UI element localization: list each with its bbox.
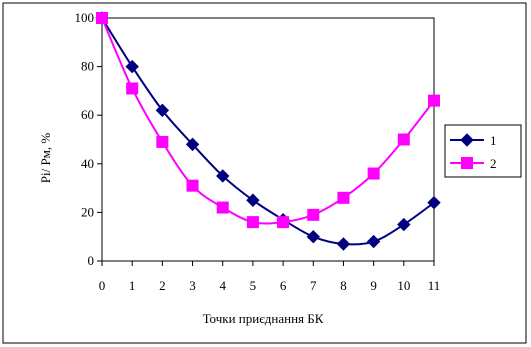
data-point xyxy=(336,237,351,251)
legend-box xyxy=(444,124,522,178)
x-tick-label: 5 xyxy=(250,278,257,293)
x-tick-label: 11 xyxy=(428,278,441,293)
data-point xyxy=(185,137,200,152)
data-point xyxy=(367,167,380,180)
legend-item-1: 1 xyxy=(450,133,497,148)
y-tick-label: 20 xyxy=(81,204,94,219)
legend-marker xyxy=(460,133,474,147)
data-point xyxy=(366,234,381,249)
data-point xyxy=(428,94,440,107)
legend-item-2: 2 xyxy=(450,156,497,171)
y-tick-label: 40 xyxy=(81,156,94,171)
data-point xyxy=(156,135,169,148)
y-axis-title: Pi/ Pм, % xyxy=(38,133,53,184)
y-tick-label: 60 xyxy=(81,107,94,122)
data-point xyxy=(216,201,229,214)
x-tick-label: 2 xyxy=(159,278,166,293)
series-group xyxy=(95,11,441,251)
data-point xyxy=(306,229,320,244)
x-tick-label: 0 xyxy=(99,278,106,293)
data-point xyxy=(427,195,441,210)
data-point xyxy=(126,82,139,95)
legend-marker xyxy=(461,157,473,169)
x-tick-label: 6 xyxy=(280,278,287,293)
data-point xyxy=(397,217,411,232)
plot-area xyxy=(101,17,435,262)
data-point xyxy=(246,216,259,229)
x-tick-label: 7 xyxy=(310,278,317,293)
x-tick-label: 8 xyxy=(340,278,347,293)
x-axis-title: Точки приєднання БК xyxy=(203,311,324,326)
x-tick-label: 1 xyxy=(129,278,136,293)
series-2 xyxy=(96,12,440,229)
data-point xyxy=(397,133,410,146)
data-point xyxy=(155,103,170,118)
legend: 12 xyxy=(450,133,497,171)
axis-ticks: 0 20 40 60 80 100 0 1 2 3 4 5 6 7 8 9 10 11 xyxy=(75,10,441,293)
data-point xyxy=(277,216,290,229)
x-tick-label: 3 xyxy=(189,278,196,293)
data-point xyxy=(186,179,199,192)
y-tick-label: 100 xyxy=(75,10,95,25)
legend-label: 2 xyxy=(490,156,497,171)
data-point xyxy=(96,12,108,24)
data-point xyxy=(216,169,230,183)
y-tick-label: 0 xyxy=(88,253,95,268)
data-point xyxy=(337,191,350,204)
x-tick-label: 9 xyxy=(370,278,377,293)
y-tick-label: 80 xyxy=(81,59,94,74)
data-point xyxy=(307,208,320,221)
x-tick-label: 10 xyxy=(397,278,410,293)
data-point xyxy=(246,193,260,207)
legend-label: 1 xyxy=(490,133,497,148)
x-tick-label: 4 xyxy=(219,278,226,293)
data-point xyxy=(125,59,139,74)
